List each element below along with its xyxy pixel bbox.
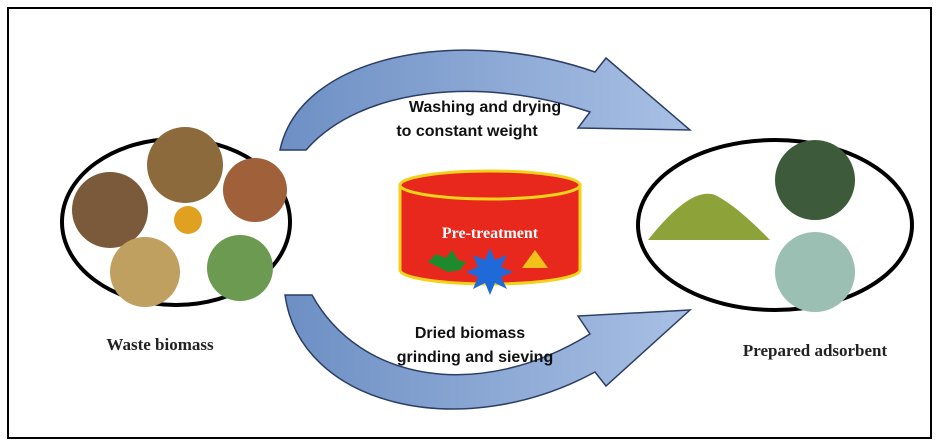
adsorbent-images: [638, 140, 912, 312]
top-step-text: to constant weight: [396, 123, 538, 140]
center-label: Pre-treatment: [442, 225, 539, 242]
source-label: Waste biomass: [106, 335, 214, 354]
bottom-step-text: grinding and sieving: [397, 349, 553, 366]
bottom-step-text: Dried biomass: [415, 325, 525, 342]
top-step-text: Washing and drying: [409, 99, 561, 116]
diagram: Pre-treatment Washing and drying to cons…: [0, 0, 939, 446]
product-label: Prepared adsorbent: [743, 341, 888, 360]
